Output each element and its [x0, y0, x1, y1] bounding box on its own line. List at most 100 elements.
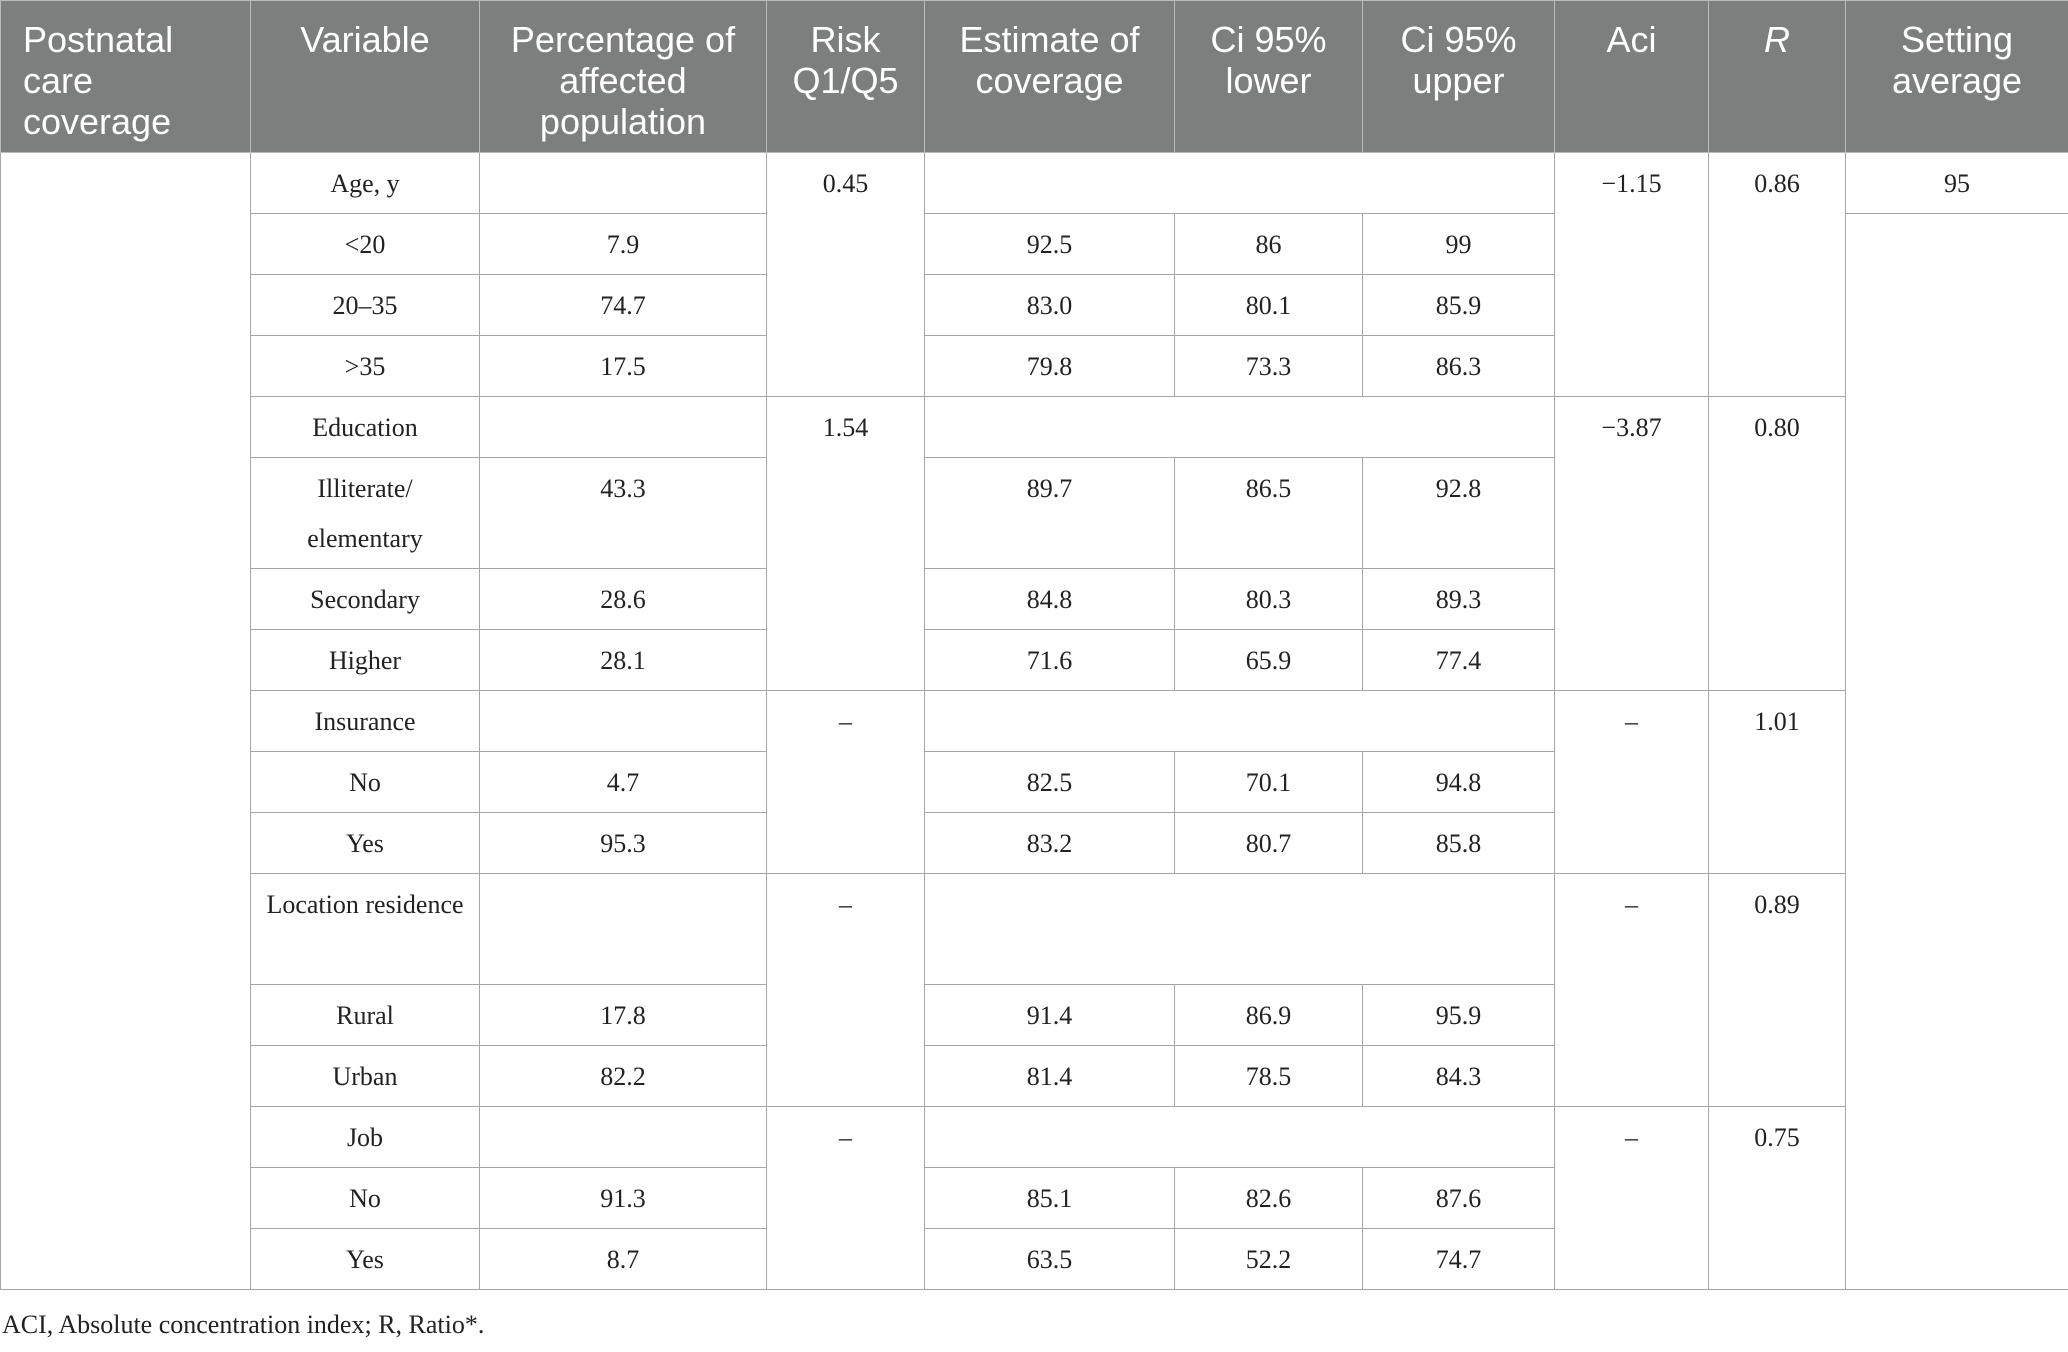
variable-cell: Urban: [250, 1045, 480, 1107]
ci-lower-cell: 65.9: [1174, 629, 1363, 691]
table-row: Location residence – – 0.89: [1, 873, 2068, 1107]
header-row: Postnatal care coverage Variable Percent…: [0, 0, 2068, 153]
percentage-cell: 4.7: [479, 751, 767, 813]
table-row: >35 17.5 79.8 73.3 86.3: [1, 335, 2068, 397]
percentage-cell: 7.9: [479, 213, 767, 275]
estimate-cell: 71.6: [924, 629, 1175, 691]
variable-cell: Illiterate/ elementary: [250, 457, 480, 569]
risk-cell: –: [766, 873, 925, 1107]
ci-lower-cell: 86.9: [1174, 984, 1363, 1046]
variable-cell: <20: [250, 213, 480, 275]
estimate-span-cell: [924, 1106, 1555, 1168]
table-row: Illiterate/ elementary 43.3 89.7 86.5 92…: [1, 457, 2068, 569]
table-row: Education 1.54 −3.87 0.80: [1, 396, 2068, 691]
r-cell: 1.01: [1708, 690, 1846, 874]
variable-cell: No: [250, 1167, 480, 1229]
percentage-cell: [479, 396, 767, 458]
aci-cell: −1.15: [1554, 152, 1709, 397]
ci-upper-cell: 85.8: [1362, 812, 1555, 874]
ci-lower-cell: 70.1: [1174, 751, 1363, 813]
table-row: No 91.3 85.1 82.6 87.6: [1, 1167, 2068, 1229]
ci-lower-cell: 80.7: [1174, 812, 1363, 874]
ci-lower-cell: 86.5: [1174, 457, 1363, 569]
percentage-cell: 17.8: [479, 984, 767, 1046]
estimate-cell: 81.4: [924, 1045, 1175, 1107]
estimate-span-cell: [924, 396, 1555, 458]
ci-upper-cell: 77.4: [1362, 629, 1555, 691]
ci-upper-cell: 87.6: [1362, 1167, 1555, 1229]
header-r: R: [1708, 0, 1846, 153]
table-row: Secondary 28.6 84.8 80.3 89.3: [1, 568, 2068, 630]
risk-cell: –: [766, 690, 925, 874]
ci-lower-cell: 80.3: [1174, 568, 1363, 630]
group-label-cell: Education: [250, 396, 480, 458]
header-estimate: Estimate of coverage: [924, 0, 1175, 153]
estimate-cell: 85.1: [924, 1167, 1175, 1229]
header-aci: Aci: [1554, 0, 1709, 153]
percentage-cell: 91.3: [479, 1167, 767, 1229]
setting-average-blank-cell: [1845, 213, 2068, 1290]
percentage-cell: 82.2: [479, 1045, 767, 1107]
estimate-cell: 82.5: [924, 751, 1175, 813]
risk-cell: 0.45: [766, 152, 925, 397]
r-cell: 0.80: [1708, 396, 1846, 691]
ci-lower-cell: 86: [1174, 213, 1363, 275]
table-row: Yes 8.7 63.5 52.2 74.7: [1, 1228, 2068, 1290]
percentage-cell: [479, 1106, 767, 1168]
percentage-cell: [479, 873, 767, 985]
group-label-cell: Insurance: [250, 690, 480, 752]
ci-upper-cell: 89.3: [1362, 568, 1555, 630]
header-percentage: Percentage of affected population: [479, 0, 767, 153]
ci-upper-cell: 94.8: [1362, 751, 1555, 813]
ci-upper-cell: 74.7: [1362, 1228, 1555, 1290]
estimate-cell: 89.7: [924, 457, 1175, 569]
ci-lower-cell: 78.5: [1174, 1045, 1363, 1107]
table-row: 20–35 74.7 83.0 80.1 85.9: [1, 274, 2068, 336]
table-row: Yes 95.3 83.2 80.7 85.8: [1, 812, 2068, 874]
aci-cell: –: [1554, 1106, 1709, 1290]
variable-cell: No: [250, 751, 480, 813]
r-cell: 0.86: [1708, 152, 1846, 397]
aci-cell: –: [1554, 690, 1709, 874]
ci-lower-cell: 82.6: [1174, 1167, 1363, 1229]
aci-cell: –: [1554, 873, 1709, 1107]
header-ci-upper: Ci 95% upper: [1362, 0, 1555, 153]
estimate-cell: 63.5: [924, 1228, 1175, 1290]
ci-lower-cell: 73.3: [1174, 335, 1363, 397]
percentage-cell: 28.6: [479, 568, 767, 630]
table-row: No 4.7 82.5 70.1 94.8: [1, 751, 2068, 813]
percentage-cell: 95.3: [479, 812, 767, 874]
group-label-cell: Location residence: [250, 873, 480, 985]
percentage-cell: 28.1: [479, 629, 767, 691]
header-coverage: Postnatal care coverage: [0, 0, 251, 153]
risk-cell: 1.54: [766, 396, 925, 691]
group-label-cell: Job: [250, 1106, 480, 1168]
percentage-cell: 8.7: [479, 1228, 767, 1290]
variable-cell: Rural: [250, 984, 480, 1046]
r-cell: 0.75: [1708, 1106, 1846, 1290]
ci-lower-cell: 80.1: [1174, 274, 1363, 336]
percentage-cell: 43.3: [479, 457, 767, 569]
table-row: Age, y 0.45 −1.15 0.86 95: [0, 152, 2068, 1290]
coverage-table: Postnatal care coverage Variable Percent…: [0, 0, 2068, 1290]
estimate-cell: 79.8: [924, 335, 1175, 397]
estimate-cell: 92.5: [924, 213, 1175, 275]
setting-average-cell: 95: [1845, 152, 2068, 214]
aci-cell: −3.87: [1554, 396, 1709, 691]
header-variable: Variable: [250, 0, 480, 153]
r-cell: 0.89: [1708, 873, 1846, 1107]
ci-upper-cell: 99: [1362, 213, 1555, 275]
header-risk: Risk Q1/Q5: [766, 0, 925, 153]
group-label-cell: Age, y: [250, 152, 480, 214]
estimate-cell: 83.2: [924, 812, 1175, 874]
table-row: Insurance – – 1.01: [1, 690, 2068, 874]
percentage-cell: [479, 152, 767, 214]
table-footnote: ACI, Absolute concentration index; R, Ra…: [2, 1310, 485, 1339]
ci-upper-cell: 85.9: [1362, 274, 1555, 336]
ci-lower-cell: 52.2: [1174, 1228, 1363, 1290]
risk-cell: –: [766, 1106, 925, 1290]
variable-cell: 20–35: [250, 274, 480, 336]
estimate-span-cell: [924, 690, 1555, 752]
ci-upper-cell: 86.3: [1362, 335, 1555, 397]
variable-cell: >35: [250, 335, 480, 397]
